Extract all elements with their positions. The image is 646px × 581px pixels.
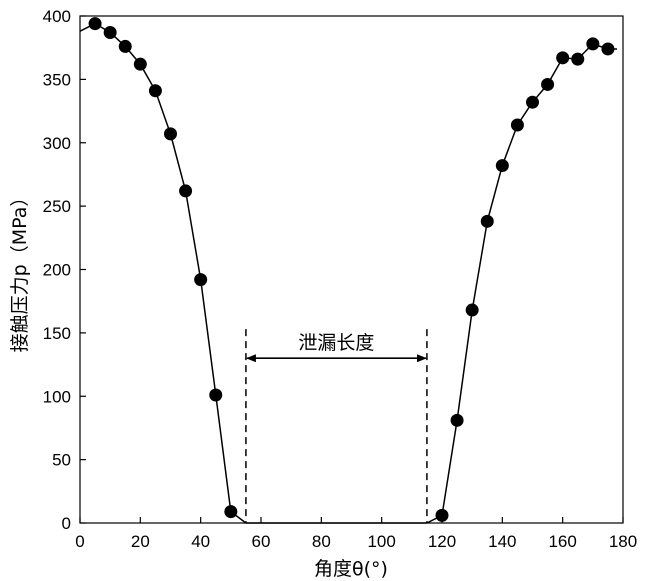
y-tick-label: 200: [43, 261, 71, 280]
x-tick-label: 60: [252, 532, 271, 551]
data-point: [103, 25, 117, 39]
data-point: [148, 84, 162, 98]
data-point: [118, 39, 132, 53]
leak-length-label: 泄漏长度: [298, 332, 374, 354]
y-tick-label: 0: [62, 514, 71, 533]
y-tick-label: 150: [43, 324, 71, 343]
data-point: [435, 508, 449, 522]
data-point: [194, 273, 208, 287]
y-tick-label: 300: [43, 134, 71, 153]
data-point: [224, 505, 238, 519]
x-tick-label: 100: [367, 532, 395, 551]
x-tick-label: 120: [428, 532, 456, 551]
data-point: [556, 51, 570, 65]
data-point: [88, 17, 102, 31]
data-point: [480, 214, 494, 228]
data-point: [495, 159, 509, 173]
data-point: [541, 77, 555, 91]
data-point: [510, 118, 524, 132]
y-tick-label: 400: [43, 7, 71, 26]
x-tick-label: 180: [609, 532, 637, 551]
data-point: [465, 303, 479, 317]
data-point: [586, 37, 600, 51]
x-axis-title: 角度θ(°): [314, 558, 388, 580]
x-axis: 0 20 40 60 80 100 120 140 160 180: [75, 517, 637, 551]
data-point: [571, 52, 585, 66]
data-point: [450, 413, 464, 427]
data-point: [526, 95, 539, 109]
x-tick-label: 0: [75, 532, 84, 551]
x-tick-label: 160: [548, 532, 576, 551]
y-axis: 0 50 100 150 200 250 300 350 400: [43, 7, 86, 533]
leak-length-annotation: 泄漏长度: [245, 329, 428, 523]
x-tick-label: 20: [131, 532, 150, 551]
y-tick-label: 50: [52, 451, 71, 470]
y-tick-label: 250: [43, 197, 71, 216]
data-points: [88, 17, 615, 522]
data-point: [209, 388, 223, 402]
data-point: [133, 57, 147, 71]
x-tick-label: 140: [488, 532, 516, 551]
data-point: [601, 42, 615, 56]
y-axis-title: 接触压力p（MPa）: [9, 188, 31, 353]
x-tick-label: 40: [191, 532, 210, 551]
data-point: [179, 184, 193, 198]
y-tick-label: 100: [43, 387, 71, 406]
y-tick-label: 350: [43, 70, 71, 89]
data-point: [164, 127, 177, 141]
x-tick-label: 80: [312, 532, 331, 551]
